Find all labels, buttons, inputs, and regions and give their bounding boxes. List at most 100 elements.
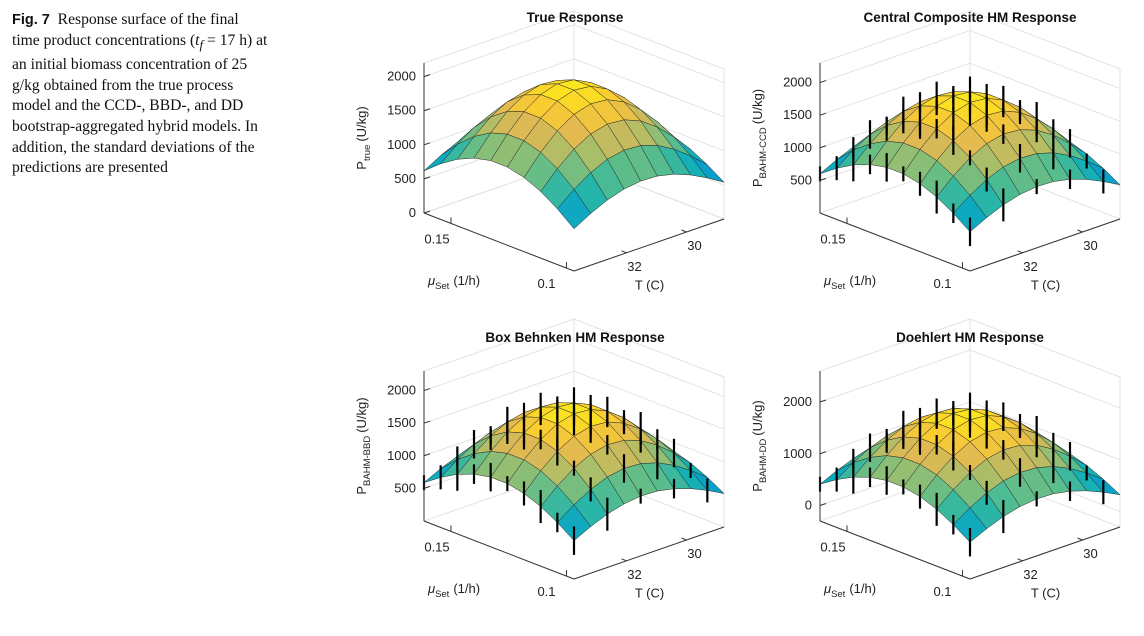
z-tick-label: 1500: [387, 103, 416, 118]
y-tick-mark: [681, 537, 687, 541]
z-tick-mark: [423, 176, 431, 180]
z-label-main: P: [354, 486, 369, 495]
x-label-unit: (1/h): [453, 273, 480, 288]
surface-patch: [556, 188, 592, 230]
z-tick-mark: [819, 80, 827, 84]
surface-patch: [952, 507, 988, 543]
y-tick-label: 30: [687, 238, 701, 253]
x-tick-label: 0.15: [820, 231, 845, 246]
surface-patch: [556, 504, 592, 541]
surface-panel-2: 500 1000 1500 2000 0.15 0.1 32 30 Central Compos…: [750, 10, 1122, 293]
y-tick-mark: [1017, 250, 1023, 254]
z-tick-mark: [819, 503, 827, 506]
x-axis: [423, 520, 575, 580]
z-label-unit: (U/kg): [354, 397, 369, 432]
z-axis-label: PBAHM-CCD (U/kg): [750, 89, 769, 187]
z-label-unit: (U/kg): [354, 106, 369, 141]
surface-panel-3: 500 1000 1500 2000 0.15 0.1 32 30 Box Behnken HM…: [354, 318, 726, 601]
z-axis-label: PBAHM-DD (U/kg): [750, 400, 769, 491]
y-axis-label: T (C): [1031, 278, 1060, 293]
z-tick-mark: [819, 112, 827, 116]
z-tick-mark: [819, 451, 827, 455]
x-label-unit: (1/h): [849, 581, 876, 596]
surface-panel-1: 0 500 1000 1500 2000 0.15 0.1 32 30 True Response…: [354, 10, 726, 293]
z-tick-label: 1000: [783, 446, 812, 461]
z-tick-mark: [819, 145, 827, 149]
x-tick-label: 0.15: [820, 539, 845, 554]
z-tick-label: 1000: [387, 137, 416, 152]
z-label-unit: (U/kg): [750, 89, 765, 124]
caption-text-before: Response surface of the final time produ…: [12, 11, 239, 49]
x-tick-label: 0.15: [424, 539, 449, 554]
x-label-sub: Set: [435, 589, 450, 600]
z-tick-label: 2000: [387, 69, 416, 84]
z-tick-label: 2000: [783, 75, 812, 90]
y-tick-label: 30: [687, 546, 701, 561]
figure-caption: Fig. 7 Response surface of the final tim…: [12, 10, 270, 179]
y-tick-mark: [1077, 229, 1083, 233]
z-tick-mark: [423, 453, 431, 457]
z-label-unit: (U/kg): [750, 400, 765, 435]
y-axis-label: T (C): [635, 278, 664, 293]
back-wall-right: [969, 10, 1121, 219]
z-tick-mark: [819, 399, 827, 403]
y-tick-mark: [1017, 558, 1023, 562]
y-tick-label: 32: [1023, 567, 1037, 582]
x-axis-label: μSet (1/h): [823, 581, 876, 600]
z-gridline: [423, 338, 725, 398]
surface-patch: [952, 194, 988, 233]
x-axis-label: μSet (1/h): [427, 581, 480, 600]
y-tick-mark: [621, 558, 627, 562]
z-tick-label: 1500: [783, 107, 812, 122]
y-axis: [969, 218, 1121, 272]
z-tick-label: 2000: [387, 383, 416, 398]
z-gridline: [423, 58, 725, 118]
panel-title: Central Composite HM Response: [863, 10, 1077, 25]
z-tick-mark: [423, 108, 431, 112]
z-tick-mark: [423, 485, 431, 489]
caption-math-sub: f: [199, 36, 204, 52]
x-label-symbol: μ: [427, 581, 435, 596]
back-wall-right: [969, 318, 1121, 527]
x-label-sub: Set: [831, 589, 846, 600]
x-label-symbol: μ: [823, 581, 831, 596]
z-axis-label: PBAHM-BBD (U/kg): [354, 397, 373, 494]
y-tick-label: 30: [1083, 238, 1097, 253]
x-axis: [819, 212, 971, 272]
z-gridline: [819, 62, 1121, 122]
y-tick-label: 32: [627, 259, 641, 274]
z-tick-label: 1000: [783, 140, 812, 155]
y-tick-label: 32: [1023, 259, 1037, 274]
x-tick-label: 0.1: [933, 276, 951, 291]
y-axis: [573, 218, 725, 272]
x-label-sub: Set: [435, 281, 450, 292]
y-tick-label: 32: [627, 567, 641, 582]
back-wall-right: [573, 10, 725, 219]
y-axis: [573, 526, 725, 580]
back-wall-right: [573, 318, 725, 527]
z-tick-mark: [819, 177, 827, 181]
x-tick-label: 0.1: [933, 584, 951, 599]
x-tick-label: 0.1: [537, 584, 555, 599]
panel-title: True Response: [527, 10, 624, 25]
z-label-main: P: [750, 483, 765, 492]
z-label-sub: BAHM-BBD: [362, 436, 373, 486]
z-label-sub: BAHM-CCD: [758, 127, 769, 178]
y-axis-label: T (C): [635, 586, 664, 601]
z-tick-mark: [423, 420, 431, 424]
z-tick-mark: [423, 142, 431, 146]
z-gridline: [819, 30, 1121, 90]
panel-title: Doehlert HM Response: [896, 330, 1044, 345]
x-label-sub: Set: [831, 281, 846, 292]
z-tick-label: 2000: [783, 394, 812, 409]
z-axis-label: Ptrue (U/kg): [354, 106, 373, 169]
x-tick-label: 0.1: [537, 276, 555, 291]
z-label-sub: true: [362, 145, 373, 161]
y-axis-label: T (C): [1031, 586, 1060, 601]
z-tick-label: 500: [394, 171, 416, 186]
z-tick-label: 0: [409, 205, 416, 220]
x-label-symbol: μ: [823, 273, 831, 288]
z-tick-label: 1500: [387, 415, 416, 430]
z-tick-label: 500: [790, 172, 812, 187]
